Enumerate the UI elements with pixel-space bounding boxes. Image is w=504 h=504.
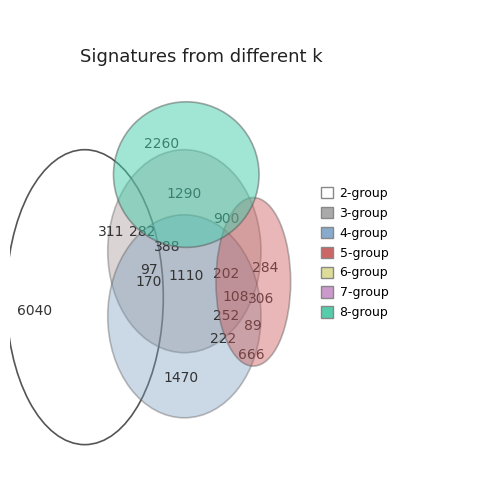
Text: 284: 284 <box>251 262 278 275</box>
Text: 306: 306 <box>248 292 274 306</box>
Text: 97: 97 <box>140 263 158 277</box>
Text: 388: 388 <box>154 240 180 255</box>
Ellipse shape <box>216 198 291 366</box>
Text: 666: 666 <box>238 348 265 361</box>
Title: Signatures from different k: Signatures from different k <box>80 48 323 66</box>
Text: 282: 282 <box>129 225 155 239</box>
Text: 202: 202 <box>213 267 239 281</box>
Text: 6040: 6040 <box>18 303 52 318</box>
Text: 311: 311 <box>98 225 125 239</box>
Text: 108: 108 <box>223 290 249 304</box>
Ellipse shape <box>108 215 261 418</box>
Text: 900: 900 <box>213 212 240 226</box>
Text: 1470: 1470 <box>163 370 198 385</box>
Text: 170: 170 <box>136 275 162 289</box>
Ellipse shape <box>108 150 261 353</box>
Text: 2260: 2260 <box>144 137 179 151</box>
Legend: 2-group, 3-group, 4-group, 5-group, 6-group, 7-group, 8-group: 2-group, 3-group, 4-group, 5-group, 6-gr… <box>314 181 395 326</box>
Text: 1110: 1110 <box>169 269 204 283</box>
Text: 252: 252 <box>213 309 239 323</box>
Ellipse shape <box>113 102 259 247</box>
Text: 222: 222 <box>210 332 236 346</box>
Text: 1290: 1290 <box>167 187 202 201</box>
Text: 89: 89 <box>244 319 262 333</box>
